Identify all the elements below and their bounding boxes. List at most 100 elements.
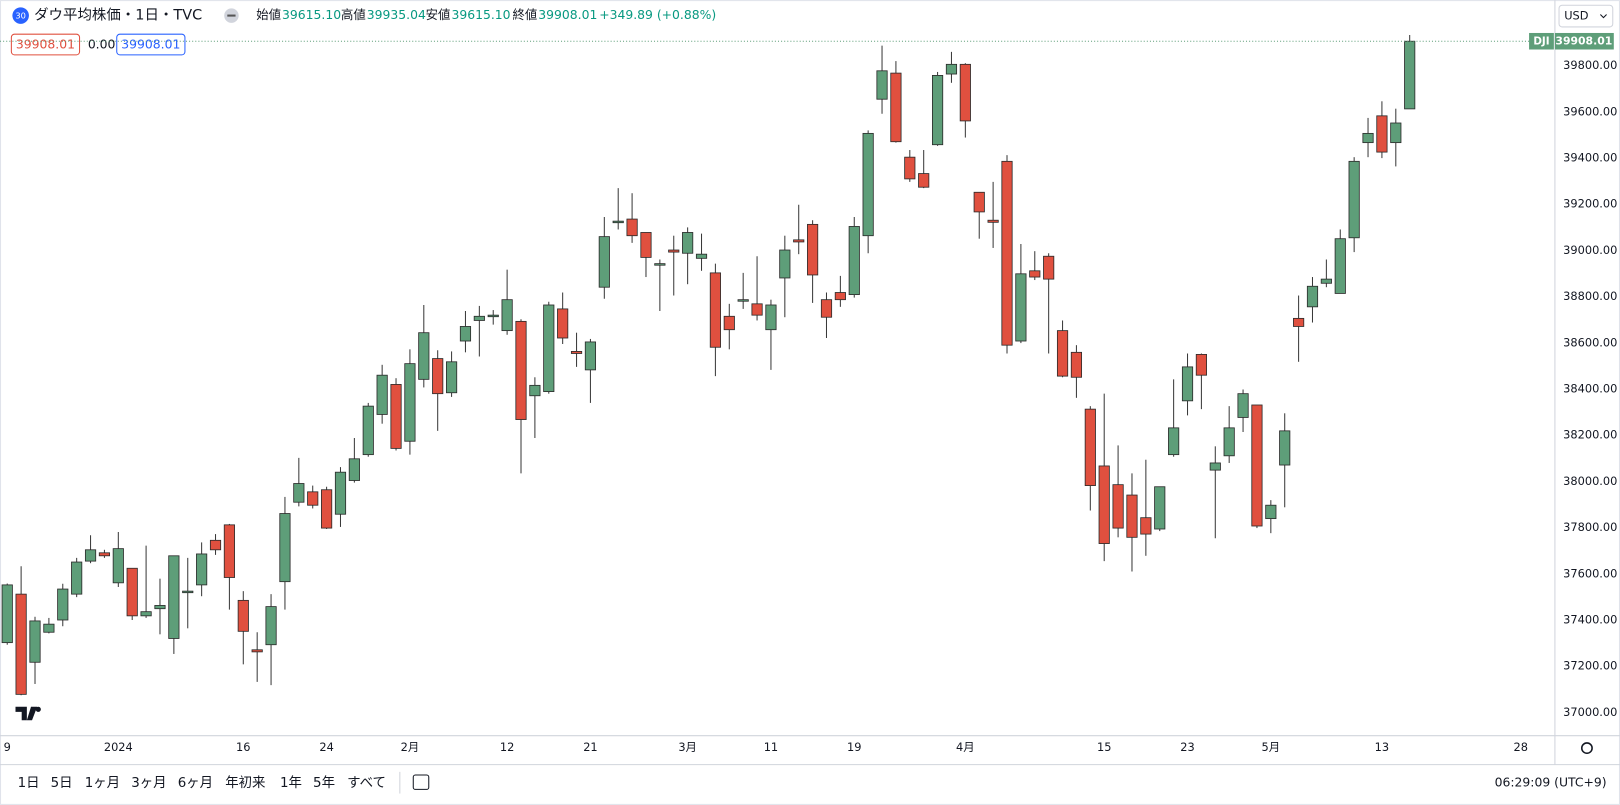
x-tick-label: 28: [1514, 740, 1528, 754]
range-button[interactable]: 1ヶ月: [85, 776, 120, 791]
sell-box[interactable]: [10, 33, 81, 56]
y-tick-label: 37800.00: [1563, 520, 1617, 534]
candle-body: [321, 489, 333, 529]
candle-body: [154, 605, 166, 610]
candle-body: [793, 239, 805, 243]
range-button[interactable]: 年初来: [225, 775, 265, 791]
candle-body: [529, 384, 541, 397]
x-tick-label: 24: [319, 740, 333, 754]
x-tick-label: 21: [583, 740, 597, 754]
candle-body: [626, 218, 638, 237]
y-tick-label: 39000.00: [1563, 243, 1617, 257]
candle-body: [1195, 353, 1207, 376]
y-tick-label: 39400.00: [1563, 151, 1617, 165]
y-tick-label: 38400.00: [1563, 382, 1617, 396]
candle-body: [640, 232, 652, 258]
ohlc-label: 安値: [426, 7, 451, 22]
candle-body: [709, 272, 721, 348]
x-tick-label: 5月: [1262, 740, 1281, 754]
candle-body: [890, 72, 902, 143]
candle-body: [723, 315, 735, 331]
x-tick-label: 12: [500, 740, 514, 754]
x-tick-label: 15: [1097, 740, 1111, 754]
candle-body: [820, 299, 833, 318]
ohlc-value: 39615.10: [282, 7, 341, 22]
ohlc-value: 39935.04: [367, 7, 426, 22]
candle-body: [1015, 273, 1027, 342]
currency-dropdown[interactable]: [1558, 4, 1614, 28]
sell-price: 39908.01: [16, 37, 75, 52]
settings-icon[interactable]: [1580, 742, 1593, 755]
candle-body: [862, 132, 874, 237]
candle-body: [848, 226, 860, 296]
calendar-icon[interactable]: [412, 774, 430, 790]
candle-body: [945, 63, 958, 75]
dropdown-icon: [1600, 14, 1607, 19]
candle-body: [126, 567, 138, 617]
symbol-label: DJI: [1533, 36, 1549, 48]
range-button[interactable]: 1年: [280, 775, 302, 791]
candle-body: [1, 584, 13, 644]
candle-body: [834, 292, 846, 301]
range-button[interactable]: 1日: [18, 776, 40, 791]
candle-body: [348, 458, 360, 481]
candle-body: [265, 606, 277, 646]
y-tick-label: 39200.00: [1563, 197, 1617, 211]
candle-body: [1334, 238, 1346, 294]
range-button[interactable]: すべて: [347, 775, 386, 791]
candle-body: [404, 363, 416, 442]
candle-body: [1362, 132, 1374, 144]
range-button[interactable]: 3ヶ月: [131, 776, 166, 791]
candle-body: [1237, 393, 1249, 418]
candle-body: [279, 513, 291, 583]
candle-body: [1265, 504, 1277, 520]
candle-body: [973, 191, 985, 213]
candle-body: [334, 471, 347, 515]
candle-body: [237, 599, 249, 632]
range-button[interactable]: 6ヶ月: [178, 776, 213, 791]
buy-box[interactable]: [116, 33, 186, 56]
candle-body: [931, 75, 944, 146]
candle-body: [1070, 351, 1083, 378]
candle-body: [1001, 160, 1013, 346]
candle-body: [598, 236, 610, 288]
y-tick-label: 38000.00: [1563, 474, 1617, 488]
candle-body: [1223, 427, 1235, 457]
candle-body: [1084, 408, 1096, 487]
x-tick-label: 3月: [678, 740, 697, 754]
chart-title: ダウ平均株価・1日・TVC: [34, 7, 202, 24]
x-tick-label: 4月: [956, 740, 975, 754]
x-tick-label: 9: [4, 740, 11, 754]
y-tick-label: 37000.00: [1563, 705, 1617, 719]
candle-body: [1112, 484, 1124, 529]
spread: 0.00: [88, 37, 116, 52]
currency: USD: [1564, 9, 1589, 23]
candle-body: [209, 539, 222, 551]
candle-body: [445, 361, 458, 394]
candle-body: [807, 223, 819, 276]
buy-price: 39908.01: [121, 37, 180, 52]
candle-body: [362, 405, 374, 456]
range-button[interactable]: 5日: [51, 776, 73, 791]
candle-body: [29, 620, 41, 663]
candle-body: [168, 555, 180, 639]
candle-body: [376, 374, 388, 415]
candle-body: [112, 548, 124, 584]
y-tick-label: 39600.00: [1563, 104, 1617, 118]
candle-body: [1376, 115, 1388, 153]
range-button[interactable]: 5年: [313, 775, 335, 791]
y-tick-label: 39800.00: [1563, 58, 1617, 72]
y-tick-label: 38600.00: [1563, 335, 1617, 349]
candle-body: [15, 593, 27, 695]
candle-body: [557, 308, 569, 339]
x-tick-label: 13: [1375, 740, 1389, 754]
candle-body: [654, 263, 666, 266]
candle-body: [682, 232, 694, 254]
candle-body: [695, 253, 708, 259]
x-tick-label: 2月: [401, 740, 420, 754]
candle-body: [487, 314, 499, 318]
candle-body: [1209, 462, 1221, 471]
tv-logo: [15, 706, 41, 721]
